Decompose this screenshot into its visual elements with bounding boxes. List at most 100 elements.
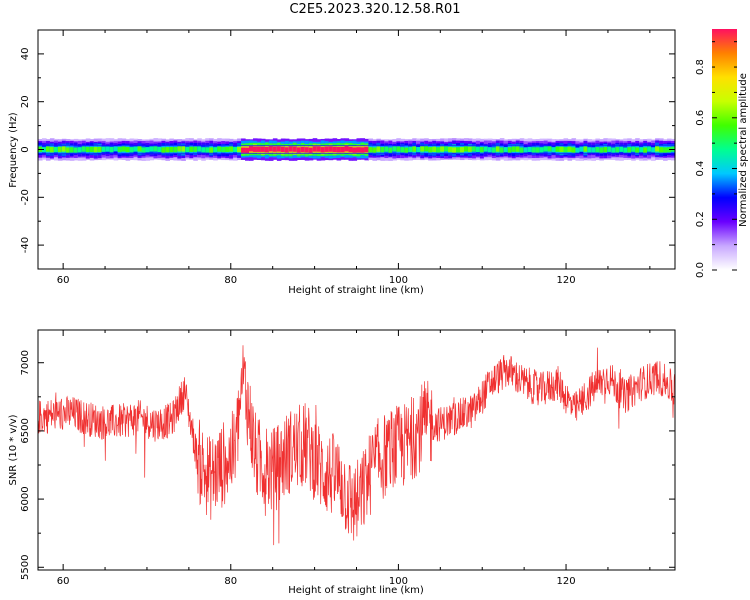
heatmap-cell	[607, 146, 612, 152]
snr-x-tick-label: 60	[57, 576, 70, 587]
heatmap-cell	[181, 146, 186, 152]
heatmap-cell	[81, 146, 87, 152]
heatmap-cell	[276, 146, 282, 152]
heatmap-cell	[571, 147, 577, 153]
heatmap-cell	[141, 147, 147, 153]
spectrogram-y-tick-label: -20	[20, 189, 31, 205]
heatmap-cell	[117, 146, 123, 153]
heatmap-cell	[260, 146, 266, 152]
heatmap-cell	[169, 146, 174, 153]
heatmap-cell	[109, 146, 115, 153]
heatmap-cell	[73, 147, 79, 153]
spectrogram-y-tick-label: 40	[20, 48, 31, 61]
heatmap-cell	[296, 147, 302, 153]
heatmap-cell	[456, 147, 461, 153]
colorbar-tick-label: 0.6	[695, 110, 706, 126]
heatmap-cell	[503, 147, 509, 153]
heatmap-cell	[432, 146, 437, 152]
heatmap-cell	[547, 146, 553, 152]
heatmap-cell	[400, 147, 405, 153]
heatmap-cell	[467, 146, 473, 152]
spectrogram-y-tick-label: -40	[20, 237, 31, 253]
heatmap-cell	[655, 146, 660, 152]
heatmap-cell	[384, 146, 389, 152]
heatmap-cell	[157, 146, 163, 153]
heatmap-cell	[213, 147, 218, 153]
heatmap-cell	[316, 146, 322, 152]
colorbar-tick-label: 0.8	[695, 59, 706, 75]
heatmap-cell	[288, 146, 294, 152]
heatmap-cell	[567, 146, 573, 152]
heatmap-cell	[165, 147, 170, 153]
heatmap-cell	[308, 147, 314, 153]
colorbar-ticks: 0.0 0.2 0.4 0.6 0.8	[695, 41, 737, 278]
heatmap-cell	[388, 147, 393, 153]
heatmap-cell	[579, 146, 585, 152]
heatmap-cell	[412, 146, 417, 152]
colorbar-tick-label: 0.0	[695, 262, 706, 278]
heatmap-cell	[161, 147, 166, 153]
heatmap-cell	[631, 146, 636, 152]
heatmap-cell	[249, 146, 254, 152]
heatmap-cell	[356, 147, 362, 153]
heatmap-cell	[463, 146, 469, 152]
heatmap-cell	[360, 147, 366, 153]
heatmap-cell	[511, 146, 517, 152]
colorbar: 0.0 0.2 0.4 0.6 0.8 Normalized spectral ampl…	[695, 29, 749, 278]
heatmap-cell	[440, 146, 445, 152]
heatmap-cell	[531, 147, 537, 153]
heatmap-cell	[53, 146, 59, 153]
heatmap-cell	[448, 146, 453, 153]
heatmap-cell	[643, 147, 648, 153]
heatmap-cell	[535, 147, 541, 153]
heatmap-cell	[272, 146, 278, 152]
snr-series-line	[38, 345, 675, 546]
heatmap-cell	[225, 146, 230, 153]
heatmap-cell	[113, 146, 119, 152]
heatmap-cell	[392, 146, 397, 152]
heatmap-cell	[559, 146, 565, 153]
heatmap-cell	[237, 146, 242, 153]
heatmap-cell	[639, 147, 644, 153]
heatmap-cell	[245, 147, 250, 153]
heatmap-cell	[45, 146, 51, 152]
colorbar-gradient	[712, 29, 737, 270]
heatmap-cell	[595, 147, 600, 153]
heatmap-cell	[499, 147, 505, 153]
heatmap-cell	[635, 147, 640, 153]
heatmap-cell	[416, 146, 421, 153]
spectrogram-x-tick-label: 60	[57, 275, 70, 286]
heatmap-cell	[336, 147, 342, 153]
heatmap-cell	[217, 146, 222, 152]
heatmap-cell	[328, 146, 334, 152]
heatmap-cell	[563, 147, 569, 153]
heatmap-cell	[663, 147, 668, 153]
heatmap-cell	[603, 147, 608, 153]
heatmap-cell	[101, 146, 107, 152]
heatmap-cell	[41, 147, 47, 153]
spectrogram-ticks: 60 80 100 120 -40 -20 0 20 40	[20, 29, 675, 286]
heatmap-cell	[69, 147, 75, 153]
spectrogram-heatmap	[38, 138, 675, 161]
heatmap-cell	[324, 146, 330, 152]
heatmap-cell	[280, 146, 286, 152]
heatmap-cell	[121, 146, 127, 152]
heatmap-cell	[97, 146, 103, 153]
snr-x-tick-label: 80	[224, 576, 237, 587]
heatmap-cell	[487, 147, 493, 153]
heatmap-cell	[344, 146, 350, 152]
heatmap-cell	[615, 147, 620, 153]
heatmap-cell	[515, 146, 521, 152]
snr-y-tick-label: 5500	[20, 555, 31, 580]
heatmap-cell	[173, 147, 178, 153]
heatmap-cell	[149, 146, 155, 152]
heatmap-cell	[49, 147, 55, 153]
spectrogram-x-tick-label: 80	[224, 275, 237, 286]
heatmap-cell	[396, 146, 401, 152]
heatmap-cell	[495, 146, 501, 152]
spectrogram-panel: 60 80 100 120 -40 -20 0 20 40 Height of straight…	[8, 29, 676, 296]
heatmap-cell	[145, 147, 151, 153]
snr-x-tick-label: 120	[556, 576, 575, 587]
heatmap-cell	[137, 146, 143, 152]
